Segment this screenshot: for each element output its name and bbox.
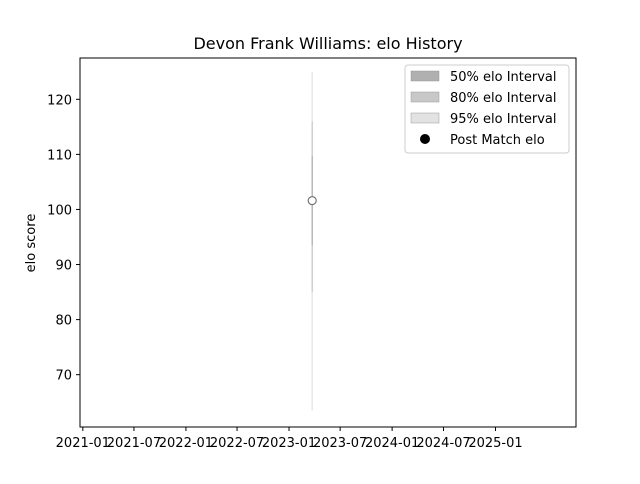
y-axis: 70 80 90 100 110 120	[47, 93, 80, 383]
legend-marker	[420, 134, 430, 144]
legend-label: Post Match elo	[450, 133, 545, 148]
legend-label: 80% elo Interval	[450, 91, 557, 106]
x-tick-label: 2021-07	[107, 436, 161, 451]
chart-title: Devon Frank Williams: elo History	[193, 34, 462, 53]
y-tick-label: 100	[47, 203, 72, 218]
legend-label: 95% elo Interval	[450, 112, 557, 127]
x-tick-label: 2021-01	[56, 436, 110, 451]
y-tick-label: 120	[47, 93, 72, 108]
x-axis: 2021-012021-072022-012022-072023-012023-…	[56, 427, 523, 451]
y-axis-label: elo score	[24, 214, 39, 273]
legend-label: 50% elo Interval	[450, 70, 557, 85]
legend-swatch	[411, 92, 439, 102]
y-tick-label: 110	[47, 148, 72, 163]
x-tick-label: 2024-07	[416, 436, 470, 451]
y-tick-label: 90	[55, 259, 72, 274]
x-tick-label: 2024-01	[365, 436, 419, 451]
x-tick-label: 2023-01	[262, 436, 316, 451]
legend: 50% elo Interval 80% elo Interval 95% elo …	[405, 65, 569, 153]
legend-swatch	[411, 71, 439, 81]
x-tick-label: 2023-07	[313, 436, 367, 451]
y-tick-label: 80	[55, 314, 72, 329]
x-tick-label: 2025-01	[468, 436, 522, 451]
y-tick-label: 70	[55, 369, 72, 384]
post-match-elo-point	[308, 197, 316, 205]
post-match-points	[308, 197, 316, 205]
x-tick-label: 2022-01	[159, 436, 213, 451]
x-tick-label: 2022-07	[210, 436, 264, 451]
legend-swatch	[411, 113, 439, 123]
